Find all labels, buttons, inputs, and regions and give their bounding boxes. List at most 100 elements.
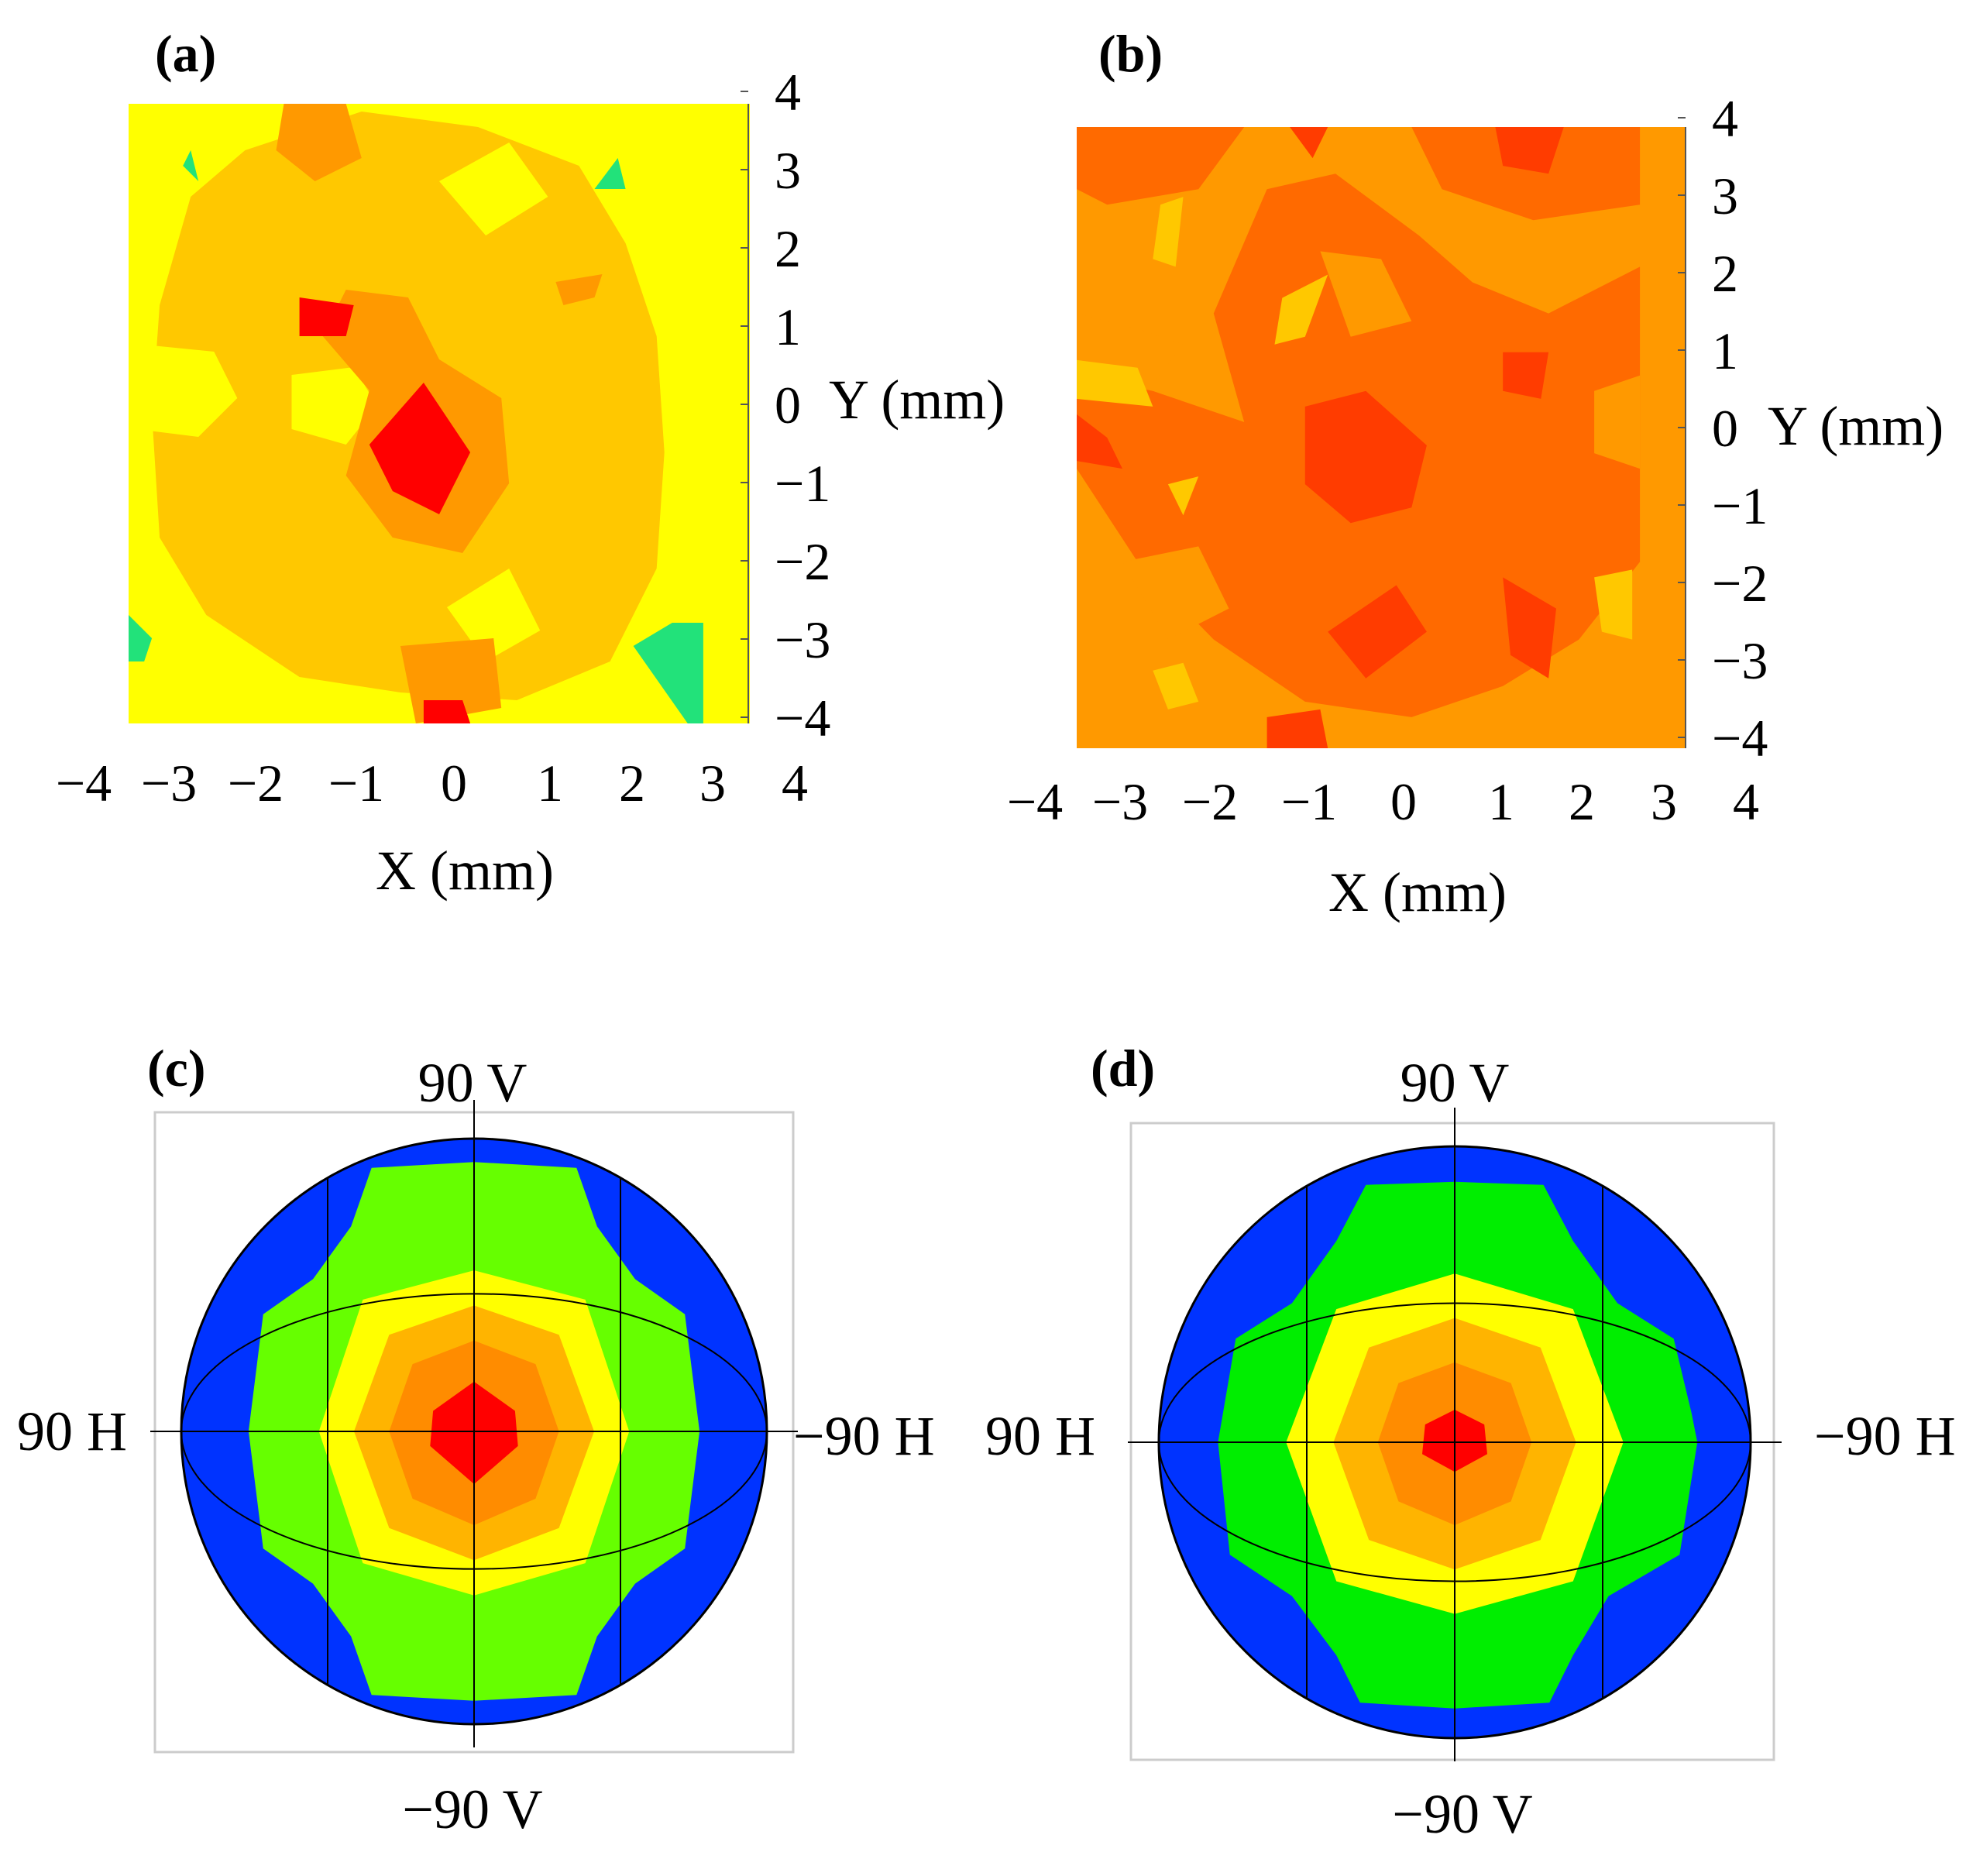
axis-label-left-d: 90 H: [985, 1405, 1095, 1467]
y-tick-labels-a: 4 3 2 1 0 −1 −2 −3 −4: [741, 63, 830, 747]
x-tick-label: 4: [782, 754, 808, 813]
contour-region-light-orange: [1153, 197, 1184, 267]
x-tick-label: 0: [441, 754, 467, 813]
y-tick-label: 2: [775, 219, 801, 278]
x-tick-labels-b: −4 −3 −2 −1 0 1 2 3 4: [1007, 772, 1759, 831]
x-tick-label: −4: [56, 754, 112, 813]
polar-plot-d: [1128, 1108, 1782, 1761]
polar-grid: [150, 1100, 798, 1747]
contour-region-light-orange: [1167, 476, 1199, 516]
x-tick-label: 0: [1390, 772, 1417, 831]
contour-region-orange: [1122, 546, 1229, 640]
y-tick-label: 2: [1712, 244, 1738, 303]
contour-region-orange: [555, 274, 603, 305]
contour-region-light-orange: [1274, 274, 1328, 345]
y-axis-title-a: Y (mm): [829, 369, 1005, 431]
contour-region-red-orange: [1290, 127, 1328, 159]
contour-region-yellow: [291, 367, 377, 445]
contour-region-red: [369, 383, 471, 514]
panel-label-b: (b): [1098, 24, 1163, 83]
y-tick-label: −1: [1712, 476, 1768, 535]
contour-region-green: [129, 615, 153, 661]
contour-plot-b: [1077, 127, 1686, 748]
contour-region-orange: [1594, 375, 1641, 469]
y-tick-label: −2: [775, 532, 830, 591]
x-tick-label: −3: [1092, 772, 1148, 831]
y-tick-label: 0: [1712, 399, 1738, 458]
contour-region-green: [183, 150, 199, 181]
x-tick-label: −2: [228, 754, 284, 813]
contour-region-dark-orange: [1077, 127, 1245, 205]
axis-label-right-d: −90 H: [1814, 1405, 1956, 1467]
contour-region-red-orange: [1503, 352, 1549, 399]
polar-outline: [1157, 1145, 1752, 1740]
polar-grid: [1128, 1108, 1782, 1761]
axis-label-bottom-d: −90 V: [1392, 1783, 1532, 1845]
x-tick-label: −1: [1281, 772, 1337, 831]
x-axis-title-a: X (mm): [376, 840, 554, 902]
contour-region-orange: [276, 104, 362, 181]
x-tick-label: 3: [699, 754, 726, 813]
x-tick-label: 2: [1569, 772, 1595, 831]
contour-region-green: [594, 158, 626, 189]
contour-region-red-orange: [1503, 577, 1556, 679]
panel-label-a: (a): [155, 24, 216, 83]
x-tick-label: −2: [1182, 772, 1238, 831]
y-tick-label: −3: [775, 610, 830, 669]
contour-plot-a: [129, 104, 750, 723]
contour-region-yellow: [439, 143, 548, 235]
x-tick-label: 1: [537, 754, 563, 813]
y-tick-label: 0: [775, 376, 801, 435]
contour-region-yellow: [447, 569, 541, 661]
x-tick-label: −3: [141, 754, 197, 813]
axis-label-top-d: 90 V: [1400, 1052, 1510, 1114]
x-tick-label: −4: [1007, 772, 1063, 831]
contour-region-red-orange: [1077, 414, 1122, 469]
y-tick-labels-b: 4 3 2 1 0 −1 −2 −3 −4: [1678, 89, 1768, 768]
polar-plot-c: [150, 1100, 798, 1747]
x-axis-title-b: X (mm): [1328, 861, 1507, 923]
axis-label-top-c: 90 V: [418, 1052, 528, 1114]
contour-region-red-orange: [1304, 390, 1427, 524]
contour-region-green: [633, 623, 703, 723]
y-tick-label: 1: [775, 297, 801, 356]
y-tick-label: −2: [1712, 554, 1768, 613]
y-tick-label: −4: [775, 689, 830, 747]
axis-label-left-c: 90 H: [17, 1400, 127, 1462]
contour-region-light-orange: [1594, 569, 1633, 640]
axis-label-right-c: −90 H: [793, 1405, 935, 1467]
x-tick-label: 3: [1651, 772, 1677, 831]
y-axis-title-b: Y (mm): [1768, 395, 1943, 457]
contour-region-red-orange: [1266, 709, 1328, 748]
x-tick-label: 4: [1733, 772, 1759, 831]
contour-region-light-orange: [1077, 359, 1153, 407]
contour-region-red-orange: [1328, 585, 1427, 679]
y-tick-label: 1: [1712, 321, 1738, 380]
y-tick-label: 3: [775, 141, 801, 200]
polar-outline: [180, 1137, 768, 1726]
x-tick-label: −1: [328, 754, 384, 813]
panel-label-c: (c): [147, 1039, 205, 1098]
contour-region-red: [299, 297, 354, 336]
contour-region-dark-orange: [1411, 127, 1641, 221]
panel-c: (c) 90 V −90 V 90 H −90 H: [17, 1039, 935, 1840]
y-tick-label: −1: [775, 454, 830, 513]
panel-d: (d) 90 V −90 V 90 H −90 H: [985, 1039, 1956, 1845]
contour-region-red: [423, 700, 471, 723]
y-tick-label: −4: [1712, 709, 1768, 768]
y-tick-label: 4: [775, 63, 801, 122]
x-tick-label: 1: [1488, 772, 1514, 831]
contour-region-red-orange: [1495, 127, 1564, 174]
contour-region-light-orange: [1153, 662, 1199, 710]
axis-label-bottom-c: −90 V: [402, 1778, 542, 1840]
y-tick-label: 3: [1712, 167, 1738, 225]
y-tick-label: −3: [1712, 631, 1768, 690]
panel-label-d: (d): [1091, 1039, 1155, 1098]
x-tick-label: 2: [619, 754, 645, 813]
y-tick-label: 4: [1712, 89, 1738, 148]
x-tick-labels-a: −4 −3 −2 −1 0 1 2 3 4: [56, 754, 808, 813]
contour-region-yellow: [136, 344, 238, 437]
